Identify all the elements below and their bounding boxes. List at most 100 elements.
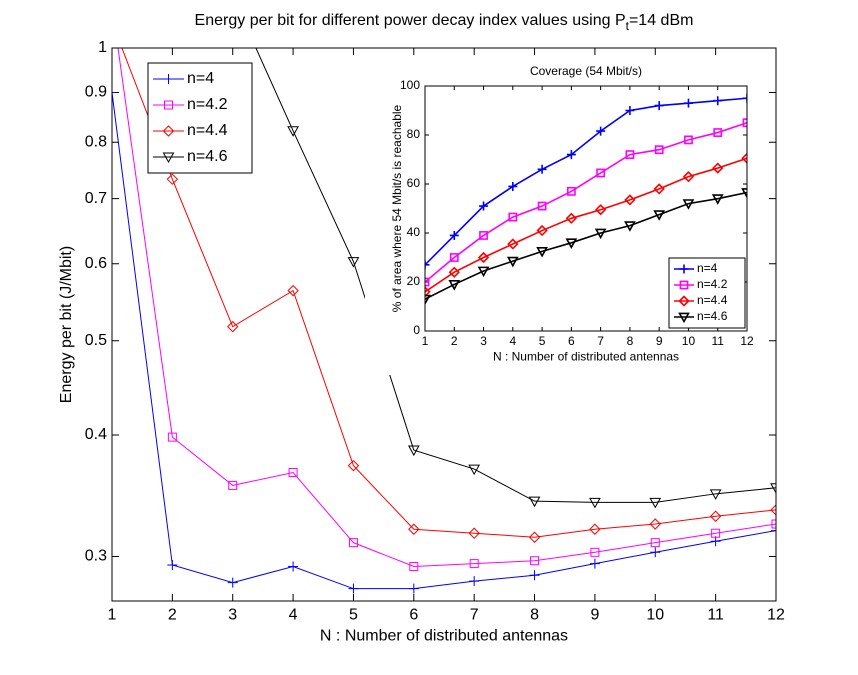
x-tick-label: 12 [767, 607, 785, 624]
marker [679, 264, 689, 274]
marker [163, 74, 174, 84]
x-tick-label: 11 [707, 607, 724, 624]
x-tick-label: 2 [168, 607, 177, 624]
marker [684, 135, 693, 145]
marker [348, 538, 358, 548]
series-line [255, 48, 776, 503]
marker [594, 228, 607, 240]
marker [449, 230, 459, 240]
marker [654, 101, 664, 111]
y-tick-label: 1 [98, 39, 107, 56]
x-tick-label: 10 [682, 334, 696, 348]
marker [528, 496, 541, 508]
marker [162, 125, 175, 137]
marker [624, 194, 636, 206]
series-line [425, 97, 747, 266]
marker [624, 221, 636, 232]
marker [164, 100, 173, 110]
marker [565, 212, 577, 224]
marker [566, 150, 576, 160]
y-tick-label: 20 [407, 274, 421, 288]
x-tick-label: 1 [422, 334, 429, 348]
marker [479, 231, 488, 240]
x-axis-label: N : Number of distributed antennas [320, 627, 568, 644]
series-line [425, 121, 747, 283]
marker [166, 173, 179, 185]
legend-label: n=4 [187, 70, 214, 87]
x-tick-label: 11 [711, 334, 724, 348]
title-subscript: t [626, 19, 630, 33]
marker [537, 201, 547, 211]
marker [469, 559, 479, 569]
marker [468, 464, 481, 476]
y-tick-label: 0.3 [85, 548, 107, 565]
marker [741, 152, 747, 164]
marker [712, 162, 724, 174]
marker [408, 583, 419, 594]
marker [425, 277, 430, 287]
marker [649, 518, 661, 530]
legend-label: n=4.6 [697, 309, 728, 323]
marker [650, 547, 661, 558]
marker [711, 528, 721, 538]
marker [162, 152, 175, 164]
y-tick-label: 0.5 [85, 332, 107, 349]
x-tick-label: 1 [108, 607, 117, 624]
marker [565, 238, 578, 249]
marker [596, 168, 606, 178]
marker [683, 98, 693, 108]
chart: Coverage (54 Mbit/s)1 2 3 4 5 6 7 8 9 10 11 1202040… [365, 62, 759, 375]
x-tick-label: 7 [597, 334, 604, 348]
marker [771, 519, 776, 529]
marker [589, 558, 600, 569]
x-tick-label: 4 [509, 334, 516, 348]
legend: n=4 n=4.2 n=4.4 n=4.6 [668, 257, 746, 329]
marker [468, 527, 480, 539]
series-line [425, 157, 747, 293]
title-part: Energy per bit for different power decay… [195, 12, 626, 29]
marker [507, 238, 519, 250]
x-tick-label: 5 [539, 334, 546, 348]
marker [448, 280, 461, 291]
legend: n=4 n=4.2 n=4.4 n=4.6 [147, 62, 253, 174]
marker [508, 181, 518, 191]
legend-label: n=4.4 [187, 122, 228, 139]
y-tick-label: 0.4 [85, 426, 107, 443]
marker [227, 577, 238, 588]
marker [537, 164, 547, 174]
marker [682, 171, 695, 183]
marker [741, 188, 747, 199]
x-tick-label: 6 [568, 334, 575, 348]
marker [288, 468, 298, 478]
legend-label: n=4 [697, 261, 718, 275]
marker [112, 87, 117, 98]
y-axis-label: % of area where 54 Mbit/s is reachable [390, 104, 404, 312]
marker [425, 260, 430, 270]
x-tick-label: 3 [480, 334, 487, 348]
marker [477, 251, 490, 264]
legend-label: n=4.2 [187, 96, 228, 113]
marker [625, 106, 635, 115]
marker [566, 186, 576, 196]
series-line [117, 48, 776, 567]
marker [227, 320, 239, 333]
marker [770, 504, 776, 516]
marker [679, 280, 689, 290]
y-tick-label: 0.9 [85, 84, 107, 101]
marker [771, 525, 776, 536]
marker [528, 531, 541, 543]
marker [742, 118, 747, 128]
marker [650, 538, 660, 548]
marker [477, 266, 490, 278]
marker [682, 199, 695, 210]
marker [625, 150, 635, 159]
marker [469, 576, 480, 587]
legend-label: n=4.6 [187, 148, 228, 165]
y-axis-label: Energy per bit (J/Mbit) [58, 246, 75, 403]
marker [709, 489, 722, 500]
marker [713, 96, 723, 106]
marker [506, 256, 519, 268]
marker [536, 246, 548, 258]
marker [408, 523, 420, 535]
x-tick-label: 10 [646, 607, 664, 624]
